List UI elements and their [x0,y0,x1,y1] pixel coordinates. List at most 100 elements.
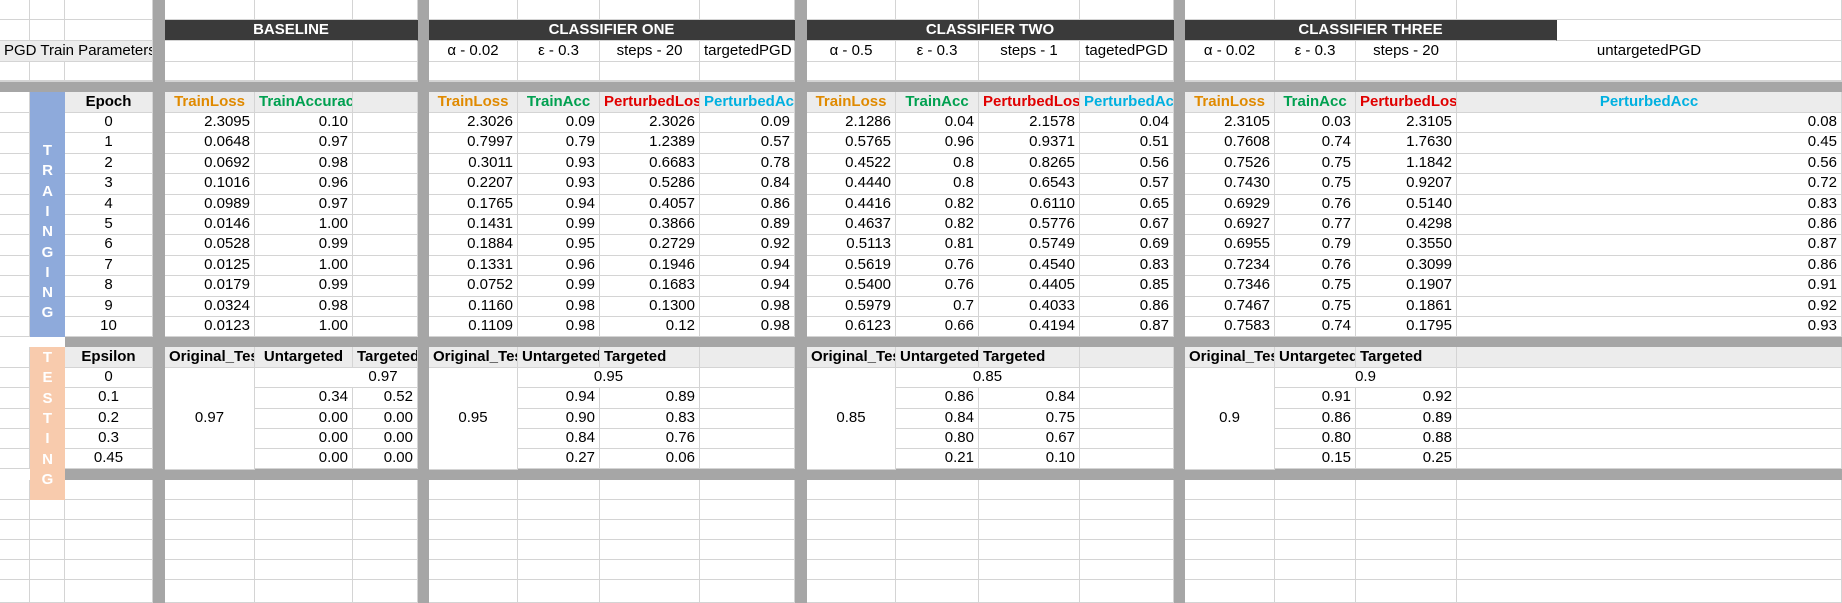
param-c2-1[interactable]: ε - 0.3 [896,41,979,62]
train-c2-value[interactable]: 0.5749 [979,235,1080,256]
empty-cell[interactable] [1275,480,1356,500]
empty-cell[interactable] [896,0,979,20]
baseline-trainloss[interactable]: 0.0123 [165,317,255,338]
param-c3-2[interactable]: steps - 20 [1356,41,1457,62]
train-c3-value[interactable]: 0.76 [1275,255,1356,277]
train-c1-value[interactable]: 0.99 [518,276,600,297]
train-c2-value[interactable]: 0.57 [1080,174,1174,195]
baseline-trainacc[interactable]: 0.97 [255,194,353,215]
train-c1-value[interactable]: 0.6683 [600,153,700,175]
train-c3-value[interactable]: 0.7608 [1185,133,1275,154]
empty-cell[interactable] [353,317,418,338]
param-c1-2[interactable]: steps - 20 [600,41,700,62]
train-c3-value[interactable]: 0.7526 [1185,153,1275,175]
train-c2-value[interactable]: 0.5979 [807,296,896,317]
test-eps0-c1[interactable]: 0.95 [518,368,700,389]
empty-cell[interactable] [700,560,795,580]
empty-cell[interactable] [1356,580,1457,603]
train-c2-value[interactable]: 0.85 [1080,276,1174,297]
train-c3-value[interactable]: 0.08 [1457,113,1842,134]
train-c1-value[interactable]: 0.92 [700,235,795,256]
epoch-cell[interactable]: 4 [65,194,153,215]
train-c3-value[interactable]: 0.7346 [1185,276,1275,297]
empty-cell[interactable] [353,41,418,62]
train-c1-value[interactable]: 0.09 [518,113,600,134]
train-c3-value[interactable]: 0.6929 [1185,194,1275,215]
empty-cell[interactable] [353,480,418,500]
train-c1-value[interactable]: 0.98 [518,296,600,317]
empty-cell[interactable] [165,540,255,560]
train-c3-value[interactable]: 0.87 [1457,235,1842,256]
empty-cell[interactable] [429,500,518,520]
train-c2-value[interactable]: 0.4440 [807,174,896,195]
train-header-c3-2[interactable]: PerturbedLoss [1356,92,1457,113]
train-header-c2-2[interactable]: PerturbedLoss [979,92,1080,113]
baseline-trainloss[interactable]: 0.0528 [165,235,255,256]
empty-cell[interactable] [979,560,1080,580]
empty-cell[interactable] [1275,560,1356,580]
train-c2-value[interactable]: 0.8265 [979,153,1080,175]
empty-cell[interactable] [353,215,418,236]
epoch-cell[interactable]: 7 [65,255,153,277]
empty-cell[interactable] [0,20,30,41]
train-c3-value[interactable]: 0.7583 [1185,317,1275,338]
train-c3-value[interactable]: 0.7234 [1185,255,1275,277]
empty-cell[interactable] [0,0,30,20]
empty-cell[interactable] [1080,428,1174,450]
empty-cell[interactable] [700,580,795,603]
train-c3-value[interactable]: 0.91 [1457,276,1842,297]
baseline-untargeted-value[interactable]: 0.00 [255,449,353,470]
train-c1-value[interactable]: 0.1884 [429,235,518,256]
test-targeted-header-c3[interactable]: Targeted [1356,347,1457,368]
baseline-trainacc[interactable]: 1.00 [255,255,353,277]
train-c1-value[interactable]: 0.86 [700,194,795,215]
train-c2-value[interactable]: 0.6123 [807,317,896,338]
train-c1-value[interactable]: 0.3866 [600,215,700,236]
train-c3-value[interactable]: 0.93 [1457,317,1842,338]
baseline-targeted-value[interactable]: 0.52 [353,388,418,409]
baseline-trainloss[interactable]: 0.0692 [165,153,255,175]
baseline-trainacc[interactable]: 0.99 [255,235,353,256]
empty-cell[interactable] [518,62,600,82]
empty-cell[interactable] [0,560,30,580]
train-c1-value[interactable]: 0.98 [700,296,795,317]
empty-cell[interactable] [600,62,700,82]
empty-cell[interactable] [255,540,353,560]
empty-cell[interactable] [700,540,795,560]
train-c3-value[interactable]: 0.79 [1275,235,1356,256]
test-targeted-c1[interactable]: 0.06 [600,449,700,470]
empty-cell[interactable] [700,428,795,450]
empty-cell[interactable] [0,388,30,409]
empty-cell[interactable] [0,368,30,389]
empty-cell[interactable] [807,480,896,500]
empty-cell[interactable] [600,520,700,540]
empty-cell[interactable] [1457,540,1842,560]
train-c2-value[interactable]: 0.4033 [979,296,1080,317]
baseline-untargeted-value[interactable]: 0.00 [255,408,353,429]
train-header-c2-3[interactable]: PerturbedAcc [1080,92,1174,113]
empty-cell[interactable] [255,41,353,62]
train-c2-value[interactable]: 0.66 [896,317,979,338]
train-c3-value[interactable]: 0.86 [1457,215,1842,236]
empty-cell[interactable] [1080,388,1174,409]
train-header-c1-0[interactable]: TrainLoss [429,92,518,113]
empty-cell[interactable] [1185,500,1275,520]
test-targeted-c3[interactable]: 0.92 [1356,388,1457,409]
empty-cell[interactable] [1185,520,1275,540]
baseline-original-test[interactable]: 0.97 [165,368,255,470]
train-c3-value[interactable]: 0.83 [1457,194,1842,215]
train-c2-value[interactable]: 0.8 [896,153,979,175]
empty-cell[interactable] [700,500,795,520]
empty-cell[interactable] [979,540,1080,560]
train-c1-value[interactable]: 0.84 [700,174,795,195]
empty-cell[interactable] [700,520,795,540]
train-c1-value[interactable]: 0.1109 [429,317,518,338]
epoch-cell[interactable]: 5 [65,215,153,236]
empty-cell[interactable] [353,133,418,154]
empty-cell[interactable] [1080,500,1174,520]
train-c2-value[interactable]: 0.4637 [807,215,896,236]
empty-cell[interactable] [0,408,30,429]
test-untargeted-c3[interactable]: 0.80 [1275,428,1356,450]
empty-cell[interactable] [0,113,30,134]
empty-cell[interactable] [1457,428,1842,450]
